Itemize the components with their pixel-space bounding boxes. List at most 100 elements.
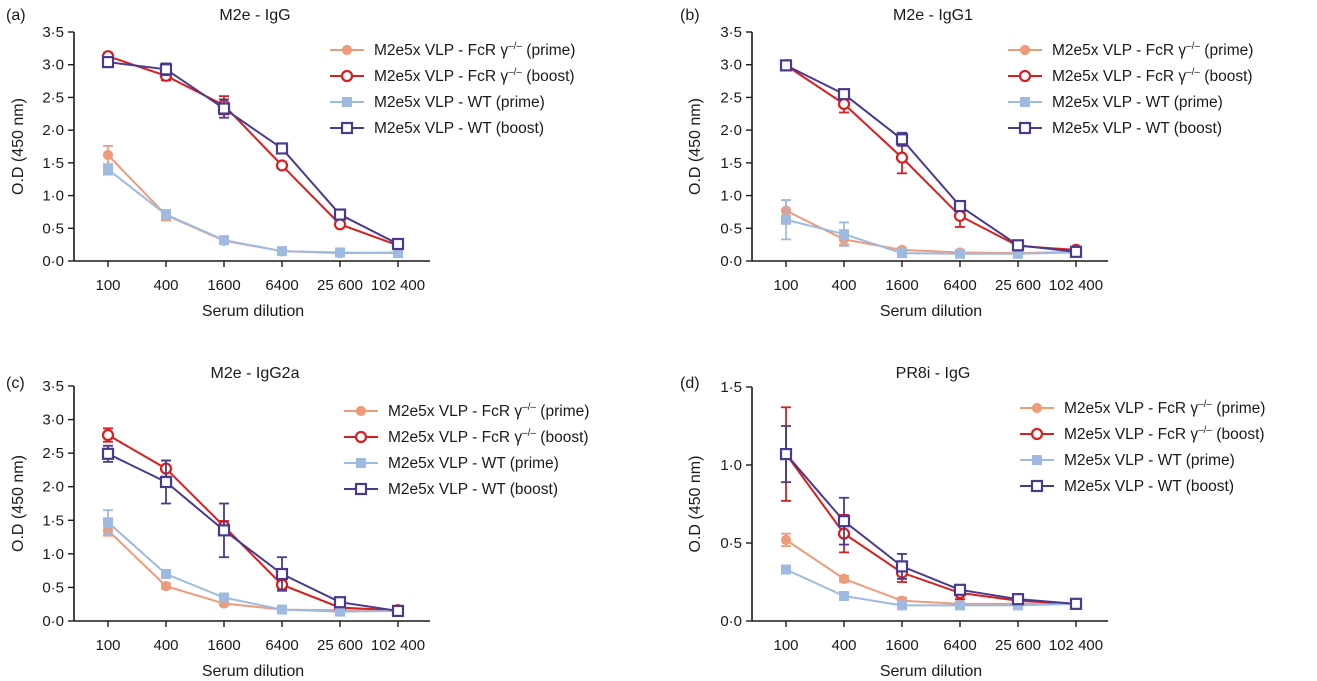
series-line <box>107 434 399 612</box>
series-marker <box>217 102 231 115</box>
series-2 <box>103 509 403 617</box>
point-marker <box>1019 44 1031 56</box>
x-tick-label: 100 <box>95 637 120 654</box>
x-tick-label: 400 <box>831 277 856 294</box>
legend-label: M2e5x VLP - WT (prime) <box>374 94 545 111</box>
legend-entry-0: M2e5x VLP - FcR γ–/– (prime) <box>330 41 575 59</box>
series-marker <box>1069 245 1083 258</box>
series-marker <box>895 133 909 146</box>
point-marker <box>1011 239 1025 252</box>
y-tick-label: 0·0 <box>42 613 64 630</box>
point-marker <box>342 97 352 107</box>
point-marker <box>1031 402 1043 414</box>
series-marker <box>781 214 791 225</box>
x-tick-label: 6400 <box>265 277 298 294</box>
chart-title: PR8i - IgG <box>896 365 971 382</box>
point-marker <box>275 567 289 581</box>
y-tick-label: 0·0 <box>42 253 64 270</box>
point-marker <box>277 246 287 257</box>
chart-title: M2e - IgG1 <box>893 7 973 24</box>
point-marker <box>391 604 405 618</box>
point-marker <box>335 247 345 258</box>
x-tick-label: 100 <box>773 637 798 654</box>
point-marker <box>839 591 849 602</box>
series-line <box>107 168 399 255</box>
series-marker <box>837 88 851 101</box>
series-marker <box>1032 455 1042 465</box>
series-marker <box>1020 97 1030 107</box>
series-2 <box>103 163 403 259</box>
chart-panel-d: (d) PR8i - IgG 0·0 0·5 1·0 1·5 100 400 1600 6400 2… <box>680 365 1265 680</box>
legend-label: M2e5x VLP - WT (boost) <box>1052 120 1222 137</box>
series-marker <box>275 142 289 155</box>
series-marker <box>333 218 347 231</box>
series-line <box>785 64 1077 253</box>
x-tick-label: 1600 <box>885 277 918 294</box>
point-marker <box>1030 479 1044 493</box>
series-marker <box>1011 593 1025 606</box>
series-3 <box>779 425 1083 610</box>
series-marker <box>837 515 851 528</box>
legend-entry-2: M2e5x VLP - WT (prime) <box>1008 94 1223 111</box>
y-tick-label: 3·0 <box>42 57 64 74</box>
series-marker <box>779 447 793 461</box>
series-marker <box>354 482 368 496</box>
x-tick-label: 25 600 <box>317 637 363 654</box>
point-marker <box>1018 121 1032 135</box>
legend-label: M2e5x VLP - FcR γ–/– (prime) <box>388 402 589 420</box>
point-marker <box>355 405 367 417</box>
x-tick-label: 25 600 <box>317 277 363 294</box>
series-0 <box>780 532 1082 609</box>
point-marker <box>101 447 115 460</box>
legend-label: M2e5x VLP - FcR γ–/– (boost) <box>388 428 589 446</box>
series-marker <box>340 69 354 83</box>
point-marker <box>1020 97 1030 107</box>
series-marker <box>341 44 353 56</box>
series-marker <box>1019 44 1031 56</box>
x-tick-label: 102 400 <box>371 277 425 294</box>
y-tick-label: 0·5 <box>42 579 64 596</box>
x-tick-label: 102 400 <box>1049 277 1103 294</box>
point-marker <box>1030 427 1044 441</box>
x-tick-label: 25 600 <box>995 277 1041 294</box>
x-tick-label: 100 <box>773 277 798 294</box>
x-tick-label: 1600 <box>207 637 240 654</box>
series-marker <box>355 405 367 417</box>
series-marker <box>103 517 113 528</box>
x-tick-label: 400 <box>153 277 178 294</box>
series-marker <box>839 591 849 602</box>
series-marker <box>953 583 967 596</box>
y-tick-label: 1·0 <box>42 188 64 205</box>
y-tick-label: 0·5 <box>720 220 742 237</box>
point-marker <box>837 515 851 528</box>
x-tick-label: 6400 <box>943 277 976 294</box>
point-marker <box>895 133 909 146</box>
x-tick-label: 400 <box>831 637 856 654</box>
series-marker <box>102 149 114 161</box>
series-marker <box>161 569 171 579</box>
point-marker <box>159 63 173 76</box>
chart-panel-b: (b) M2e - IgG1 0·0 0·5 1·0 1·5 2·0 2·5 3·0 3·5 100… <box>680 7 1253 320</box>
point-marker <box>101 55 115 69</box>
y-tick-label: 0·0 <box>720 253 742 270</box>
series-marker <box>781 564 791 575</box>
legend-label: M2e5x VLP - FcR γ–/– (prime) <box>374 41 575 59</box>
series-3 <box>101 55 405 251</box>
point-marker <box>953 583 967 596</box>
series-line <box>785 453 1077 605</box>
series-marker <box>219 235 229 246</box>
y-tick-label: 2·5 <box>42 89 64 106</box>
series-marker <box>159 63 173 76</box>
series-marker <box>101 447 115 460</box>
point-marker <box>159 475 173 489</box>
point-marker <box>837 88 851 101</box>
y-tick-label: 2·0 <box>42 122 64 139</box>
y-tick-label: 3·5 <box>42 378 64 395</box>
series-marker <box>1031 402 1043 414</box>
point-marker <box>341 44 353 56</box>
point-marker <box>161 569 171 579</box>
series-marker <box>837 97 851 111</box>
point-marker <box>897 248 907 259</box>
point-marker <box>354 430 368 444</box>
